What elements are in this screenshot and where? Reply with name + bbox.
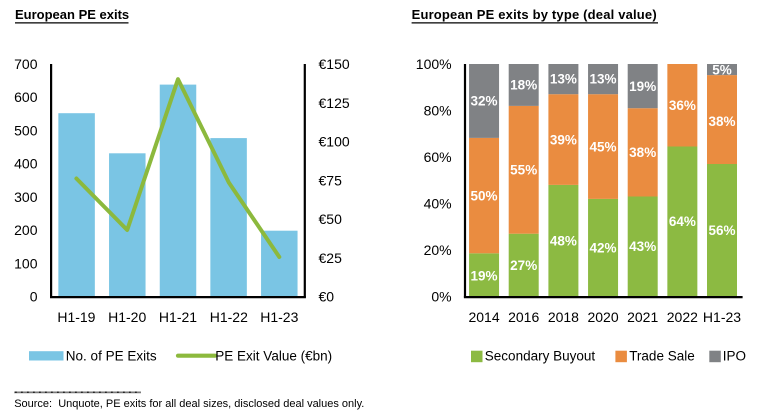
svg-text:39%: 39% <box>550 132 577 147</box>
svg-text:No. of PE Exits: No. of PE Exits <box>66 348 157 363</box>
svg-text:40%: 40% <box>424 196 452 212</box>
svg-text:2022: 2022 <box>667 309 698 325</box>
svg-text:64%: 64% <box>669 214 696 229</box>
svg-text:2016: 2016 <box>508 309 539 325</box>
svg-text:€125: €125 <box>319 95 350 111</box>
svg-text:H1-21: H1-21 <box>159 309 197 325</box>
svg-text:200: 200 <box>14 222 38 238</box>
svg-text:700: 700 <box>14 56 38 72</box>
svg-text:IPO: IPO <box>723 348 746 363</box>
svg-text:48%: 48% <box>550 233 577 248</box>
svg-text:PE Exit Value (€bn): PE Exit Value (€bn) <box>215 348 332 363</box>
svg-text:50%: 50% <box>471 188 498 203</box>
svg-text:56%: 56% <box>708 223 735 238</box>
svg-text:€100: €100 <box>319 134 350 150</box>
svg-text:2021: 2021 <box>627 309 658 325</box>
svg-text:European PE exits: European PE exits <box>15 7 129 22</box>
svg-text:80%: 80% <box>424 103 452 119</box>
svg-text:400: 400 <box>14 156 38 172</box>
svg-text:19%: 19% <box>629 79 656 94</box>
svg-text:600: 600 <box>14 89 38 105</box>
svg-text:19%: 19% <box>471 268 498 283</box>
svg-text:European PE exits by type (dea: European PE exits by type (deal value) <box>412 7 657 22</box>
svg-text:20%: 20% <box>424 242 452 258</box>
svg-text:18%: 18% <box>510 78 537 93</box>
svg-text:27%: 27% <box>510 258 537 273</box>
svg-text:€75: €75 <box>319 172 343 188</box>
svg-text:60%: 60% <box>424 149 452 165</box>
svg-text:0%: 0% <box>431 289 451 305</box>
svg-text:H1-20: H1-20 <box>108 309 146 325</box>
svg-text:0: 0 <box>30 289 38 305</box>
svg-text:500: 500 <box>14 122 38 138</box>
svg-text:300: 300 <box>14 189 38 205</box>
svg-text:36%: 36% <box>669 98 696 113</box>
svg-text:45%: 45% <box>590 139 617 154</box>
svg-text:100%: 100% <box>416 56 452 72</box>
svg-text:Trade Sale: Trade Sale <box>629 348 695 363</box>
svg-text:32%: 32% <box>471 94 498 109</box>
svg-text:€150: €150 <box>319 56 350 72</box>
svg-text:100: 100 <box>14 255 38 271</box>
svg-text:42%: 42% <box>590 240 617 255</box>
svg-text:55%: 55% <box>510 163 537 178</box>
svg-text:Source: Unquote, PE exits for: Source: Unquote, PE exits for all deal s… <box>14 398 364 410</box>
svg-text:€50: €50 <box>319 211 343 227</box>
svg-text:38%: 38% <box>708 114 735 129</box>
svg-text:2018: 2018 <box>548 309 579 325</box>
svg-text:43%: 43% <box>629 239 656 254</box>
svg-text:38%: 38% <box>629 145 656 160</box>
svg-text:€25: €25 <box>319 250 343 266</box>
svg-text:2020: 2020 <box>587 309 618 325</box>
svg-text:Secondary Buyout: Secondary Buyout <box>485 348 596 363</box>
svg-text:5%: 5% <box>712 62 732 77</box>
svg-text:H1-23: H1-23 <box>703 309 741 325</box>
svg-text:2014: 2014 <box>468 309 499 325</box>
svg-text:13%: 13% <box>550 71 577 86</box>
svg-text:H1-23: H1-23 <box>260 309 298 325</box>
svg-text:€0: €0 <box>319 289 335 305</box>
svg-text:13%: 13% <box>590 71 617 86</box>
svg-text:H1-22: H1-22 <box>210 309 248 325</box>
svg-text:H1-19: H1-19 <box>57 309 95 325</box>
